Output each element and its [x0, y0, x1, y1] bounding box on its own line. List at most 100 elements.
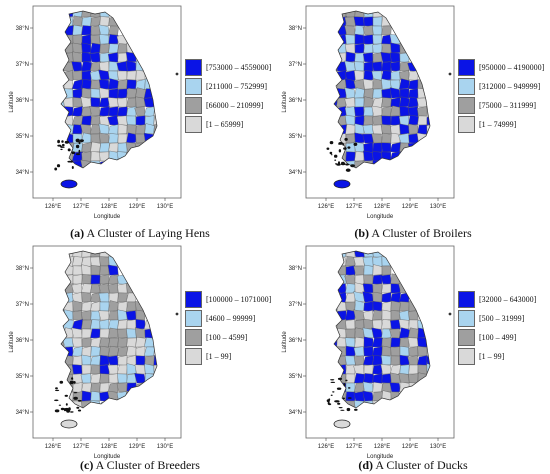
region-cell [390, 61, 401, 72]
region-cell [117, 301, 128, 312]
region-cell [381, 97, 392, 108]
region-cell [99, 382, 110, 393]
island [54, 409, 60, 413]
island [342, 143, 345, 146]
caption-text: A Cluster of Ducks [373, 458, 468, 472]
y-tick-label: 36°N [289, 98, 302, 104]
x-tick-label: 126°E [318, 444, 334, 450]
region-cell [362, 327, 374, 339]
region-cell [90, 319, 101, 330]
region-cell [99, 106, 110, 117]
region-cell [363, 264, 374, 276]
island [65, 403, 68, 406]
island [73, 396, 78, 400]
region-cell [81, 390, 92, 402]
island [62, 143, 65, 147]
region-cell [81, 337, 92, 348]
region-cell [90, 265, 101, 276]
legend-swatch [458, 309, 475, 327]
legend-swatch [458, 115, 475, 133]
region-cell [107, 382, 119, 393]
region-cell [380, 123, 392, 135]
region-cell [90, 310, 101, 321]
region-cell [90, 382, 101, 393]
region-cell [108, 345, 119, 357]
region-cell [81, 115, 92, 126]
region-cell [126, 319, 137, 330]
region-cell [72, 70, 83, 81]
region-cell [345, 51, 356, 63]
region-cell [99, 52, 110, 63]
map-svg: 38°N 37°N 36°N 35°N 34°N 126°E 127°E 128°E 129°E… [282, 245, 455, 460]
region-cell [344, 16, 356, 27]
map-svg: 38°N 37°N 36°N 35°N 34°N 126°E 127°E 128°E 129°E… [9, 245, 182, 460]
region-cell [371, 115, 383, 126]
region-cell [363, 336, 374, 348]
legend-item: [312000 – 949999] [458, 77, 540, 95]
region-cell [390, 42, 401, 54]
region-cell [108, 88, 119, 99]
region-cell [99, 87, 110, 99]
region-cell [354, 61, 365, 72]
region-cell [390, 346, 401, 357]
island [353, 142, 358, 146]
legend-item: [211000 – 752999] [185, 77, 267, 95]
region-cell [81, 364, 92, 375]
region-cell [344, 78, 356, 90]
region-cell [354, 33, 365, 45]
island [350, 164, 355, 168]
region-cell [372, 283, 383, 294]
legend-item: [100000 – 1071000] [185, 290, 271, 308]
legend-swatch [185, 328, 202, 346]
legend-label: [100 – 499] [479, 332, 517, 342]
region-cell [89, 256, 101, 267]
region-cell [372, 16, 383, 27]
legend-label: [1 – 99] [479, 351, 505, 361]
region-cell [363, 34, 374, 45]
island [64, 394, 68, 397]
region-cell [417, 345, 428, 357]
choropleth [326, 10, 452, 189]
region-cell [372, 142, 383, 153]
island [344, 137, 348, 141]
map-svg: 38°N 37°N 36°N 35°N 34°N 126°E 127°E 128°E 129°E… [9, 5, 182, 220]
legend-swatch [185, 290, 202, 308]
region-cell [117, 97, 128, 108]
region-cell [126, 328, 137, 339]
region-cell [81, 382, 92, 393]
region-cell [72, 42, 83, 54]
region-cell [81, 16, 92, 27]
map-panel-2: 38°N 37°N 36°N 35°N 34°N 126°E 127°E 128°E 129°E… [278, 0, 548, 232]
region-cell [81, 25, 92, 36]
island [70, 160, 73, 163]
island [54, 399, 59, 402]
island [75, 153, 81, 156]
island [341, 161, 345, 164]
x-tick-label: 128°E [374, 444, 390, 450]
region-cell [135, 346, 146, 357]
legend-label: [500 – 31999] [479, 313, 525, 323]
island [61, 140, 64, 143]
island [330, 154, 333, 156]
y-tick-label: 34°N [289, 170, 302, 176]
region-cell [381, 61, 392, 72]
region-cell [108, 61, 119, 72]
region-cell [117, 106, 128, 117]
panel-letter: (a) [70, 226, 85, 240]
region-cell [99, 319, 110, 330]
region-cell [363, 43, 374, 54]
island [334, 159, 337, 161]
region-cell [72, 24, 83, 36]
region-cell [362, 256, 374, 267]
x-tick-label: 129°E [129, 444, 145, 450]
region-cell [117, 346, 128, 357]
region-cell [144, 355, 155, 366]
x-tick-label: 128°E [101, 444, 117, 450]
region-cell [117, 79, 128, 90]
region-cell [116, 61, 128, 72]
island [338, 142, 343, 145]
region-cell [117, 319, 128, 330]
jeju-island [60, 179, 78, 189]
x-axis-label: Longitude [94, 214, 121, 220]
region-cell [81, 328, 92, 339]
